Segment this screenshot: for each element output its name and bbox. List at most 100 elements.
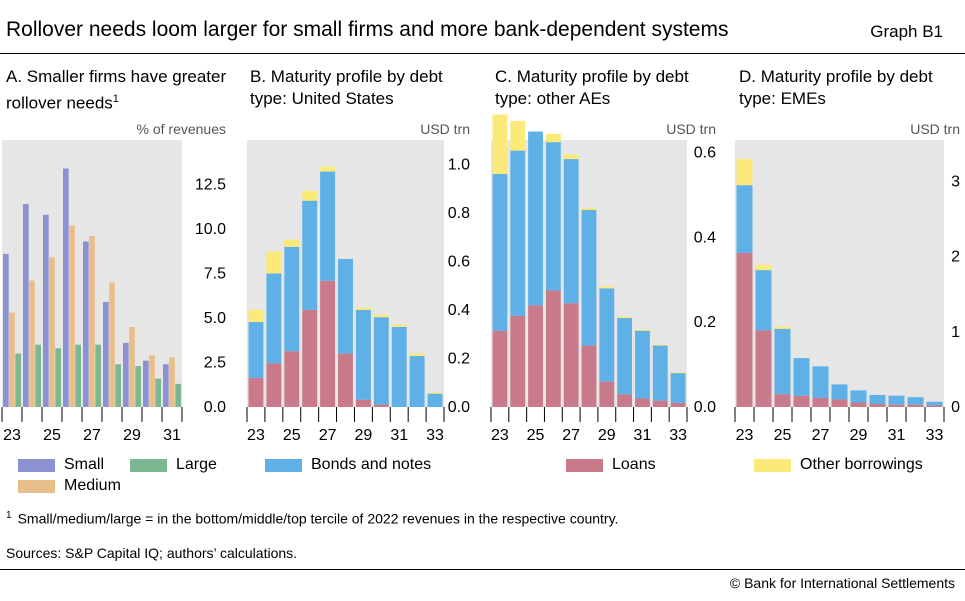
panel-c-xtick-label: 27 [562,427,580,444]
panel-a-xtick-label: 27 [83,427,101,444]
panel-b-bar-loans [266,363,282,407]
panel-b-bar-bonds-and-notes [427,393,443,407]
panel-b-bar-other-borrowings [284,239,300,247]
panel-a-bar-medium [149,355,155,407]
panel-d-bar-other-borrowings [736,158,753,186]
panel-c-bar-bonds-and-notes [617,318,633,395]
panel-d-bar-loans [755,330,772,407]
panel-c-bar-bonds-and-notes [652,345,668,401]
panel-b-bar-other-borrowings [391,324,407,327]
panel-a-bar-medium [49,257,55,407]
panel-a-ytick-label: 10.0 [195,221,226,238]
legend-swatch-medium [18,479,55,493]
panel-b-bar-other-borrowings [248,309,264,323]
footnote: 1 Small/medium/large = in the bottom/midd… [6,510,619,527]
panel-b-xtick-label: 23 [247,427,265,444]
panel-c-bar-other-borrowings [510,120,526,151]
panel-b-bar-bonds-and-notes [266,273,282,364]
legend-small: Small [18,456,104,474]
panel-d-bar-bonds-and-notes [907,397,924,405]
panel-b-bar-other-borrowings [302,190,318,201]
chart-canvas: 0.02.55.07.510.012.523 25 27 29 310.00.20.40… [1,114,960,444]
panel-a-bar-large [155,378,161,407]
panel-a-bar-large [135,366,141,407]
panel-b-xtick-label: 29 [355,427,373,444]
panel-b-ytick-label: 0.8 [448,205,470,222]
panel-d-bar-other-borrowings [755,264,772,271]
panel-b-bar-bonds-and-notes [302,200,318,310]
panel-c-bar-other-borrowings [545,133,561,143]
panel-c-bar-other-borrowings [635,329,650,331]
panel-a-bar-small [163,364,169,407]
panel-c-bar-bonds-and-notes [581,209,597,346]
panel-d-bar-other-borrowings [774,326,791,329]
panel-c-bar-other-borrowings [670,372,686,374]
panel-b-bar-bonds-and-notes [338,258,353,354]
panel-a-bar-small [43,214,49,407]
legend-swatch-loans [566,458,603,472]
panel-c-bar-bonds-and-notes [670,373,686,403]
panel-c-xtick-label: 25 [527,427,545,444]
panel-d-xtick-label: 33 [926,427,944,444]
panel-b-title: B. Maturity profile by debt type: United… [250,67,443,108]
panel-d-ytick-label: 1 [951,324,960,341]
panel-d-xtick-label: 29 [850,427,868,444]
panel-a-bar-medium [29,280,35,407]
panel-a-bar-medium [129,326,135,407]
panel-d-xtick-label: 27 [812,427,830,444]
panel-c-bar-bonds-and-notes [528,131,543,306]
panel-d-bar-loans [907,404,924,407]
panel-a-ytick-label: 2.5 [204,355,226,372]
panel-c-ytick-label: 0.2 [694,314,716,331]
panel-c-bar-other-borrowings [492,114,508,174]
panel-c-bar-other-borrowings [563,154,579,160]
panel-c-bar-other-borrowings [581,207,597,210]
panel-b-bar-other-borrowings [373,314,389,318]
panel-b-bar-other-borrowings [355,307,371,310]
sources: Sources: S&P Capital IQ; authors’ calcul… [6,545,298,561]
panel-c-unit: USD trn [666,121,716,137]
panel-d-bar-bonds-and-notes [850,390,867,403]
panel-c-bar-loans [581,345,597,407]
panel-b-xtick-label: 33 [426,427,444,444]
panel-d-bar-loans [736,252,753,407]
panel-a-ytick-label: 0.0 [204,399,226,416]
panel-a-ytick-label: 7.5 [204,266,226,283]
panel-b-bar-loans [355,399,371,407]
panel-b-bar-loans [248,377,264,407]
legend-swatch-small [18,458,55,472]
panel-a-bar-large [15,353,21,407]
panel-b-xtick-label: 25 [283,427,301,444]
panel-c-ytick-label: 0.0 [694,399,716,416]
panel-d-bar-bonds-and-notes [793,358,810,396]
panel-c-bar-loans [545,290,561,407]
panel-b-xtick-label: 31 [390,427,408,444]
panel-a-bar-small [83,241,89,407]
panel-a-bar-large [35,344,41,407]
panel-b-unit: USD trn [420,121,470,137]
graph-number: Graph B1 [870,22,943,41]
panel-d-bar-bonds-and-notes [812,366,829,398]
panel-b-bar-bonds-and-notes [355,309,371,400]
panel-d-ytick-label: 3 [951,173,960,190]
panel-c-bar-loans [492,330,508,407]
bottom-rule [0,569,965,570]
panel-b-ytick-label: 0.0 [448,399,470,416]
legend-other: Other borrowings [754,456,923,474]
legend-label-small: Small [64,456,105,473]
panel-c-ytick-label: 0.6 [694,145,716,162]
panel-b-ytick-label: 0.2 [448,350,470,367]
panel-b-bar-bonds-and-notes [248,322,264,378]
panel-c-xtick-label: 23 [491,427,509,444]
panel-b-bar-other-borrowings [266,251,282,274]
legend-label-medium: Medium [64,477,121,494]
panel-d-ytick-label: 2 [951,249,960,266]
panel-d-bar-bonds-and-notes [755,270,772,331]
panel-d-bar-bonds-and-notes [888,395,905,405]
panel-d-bar-bonds-and-notes [736,185,753,253]
panel-c-xtick-label: 31 [634,427,652,444]
legend-bonds: Bonds and notes [265,456,431,474]
panel-a-bar-medium [109,282,115,407]
panel-b-bar-loans [302,309,318,407]
panel-d-bar-bonds-and-notes [926,401,943,406]
